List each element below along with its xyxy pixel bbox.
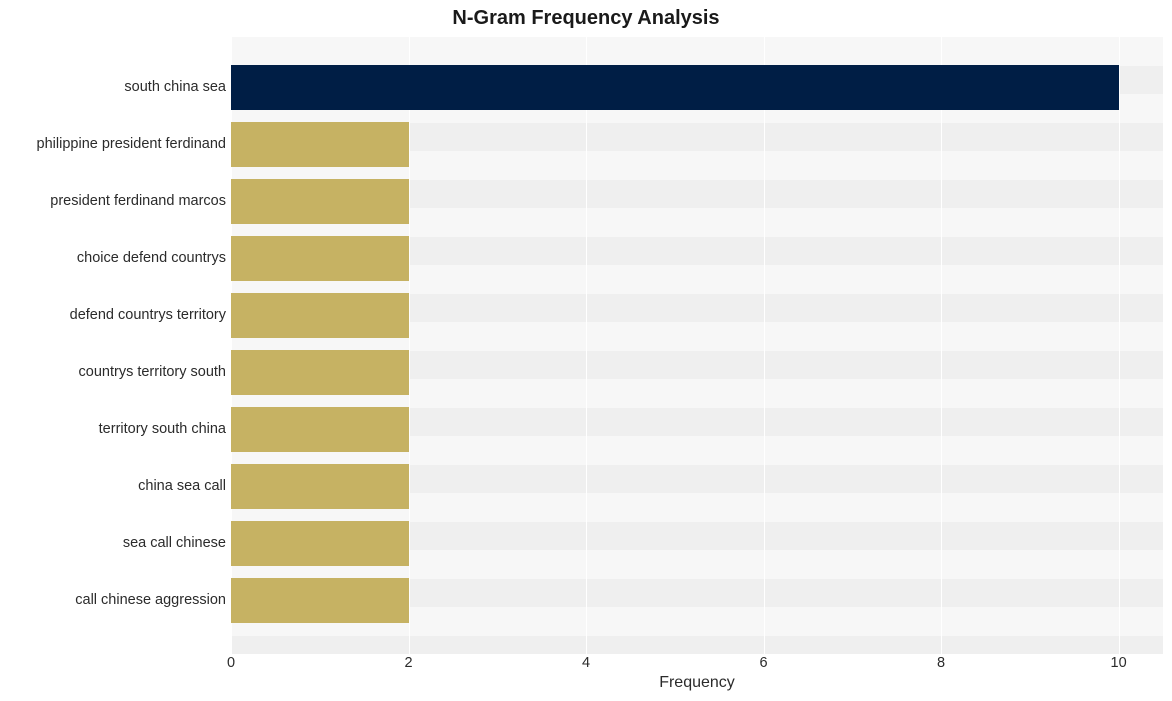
bar [231, 350, 409, 395]
gridline [1119, 37, 1120, 654]
gridline [941, 37, 942, 654]
plot-band [231, 37, 1163, 66]
x-tick-label: 2 [404, 655, 412, 671]
ngram-frequency-chart: N-Gram Frequency Analysis Frequency 0 2 4 6… [0, 0, 1172, 701]
y-tick-label: defend countrys territory [70, 307, 226, 323]
y-tick-label: south china sea [124, 79, 226, 95]
y-tick-label: china sea call [138, 478, 226, 494]
y-tick-label: countrys territory south [79, 364, 226, 380]
bar [231, 407, 409, 452]
bar [231, 578, 409, 623]
y-tick-label: sea call chinese [123, 535, 226, 551]
bar [231, 122, 409, 167]
plot-band [231, 636, 1163, 655]
y-tick-label: philippine president ferdinand [37, 136, 226, 152]
bar [231, 521, 409, 566]
bar [231, 293, 409, 338]
x-tick-label: 6 [760, 655, 768, 671]
gridline [764, 37, 765, 654]
x-tick-label: 4 [582, 655, 590, 671]
y-tick-label: president ferdinand marcos [50, 193, 226, 209]
y-tick-label: call chinese aggression [75, 592, 226, 608]
plot-area [231, 37, 1163, 654]
gridline [586, 37, 587, 654]
bar [231, 179, 409, 224]
x-tick-label: 10 [1111, 655, 1127, 671]
gridline [409, 37, 410, 654]
chart-title: N-Gram Frequency Analysis [0, 7, 1172, 30]
bar [231, 464, 409, 509]
x-tick-label: 0 [227, 655, 235, 671]
bar [231, 65, 1119, 110]
x-axis-title: Frequency [231, 674, 1163, 692]
y-tick-label: choice defend countrys [77, 250, 226, 266]
bar [231, 236, 409, 281]
y-tick-label: territory south china [99, 421, 226, 437]
x-tick-label: 8 [937, 655, 945, 671]
